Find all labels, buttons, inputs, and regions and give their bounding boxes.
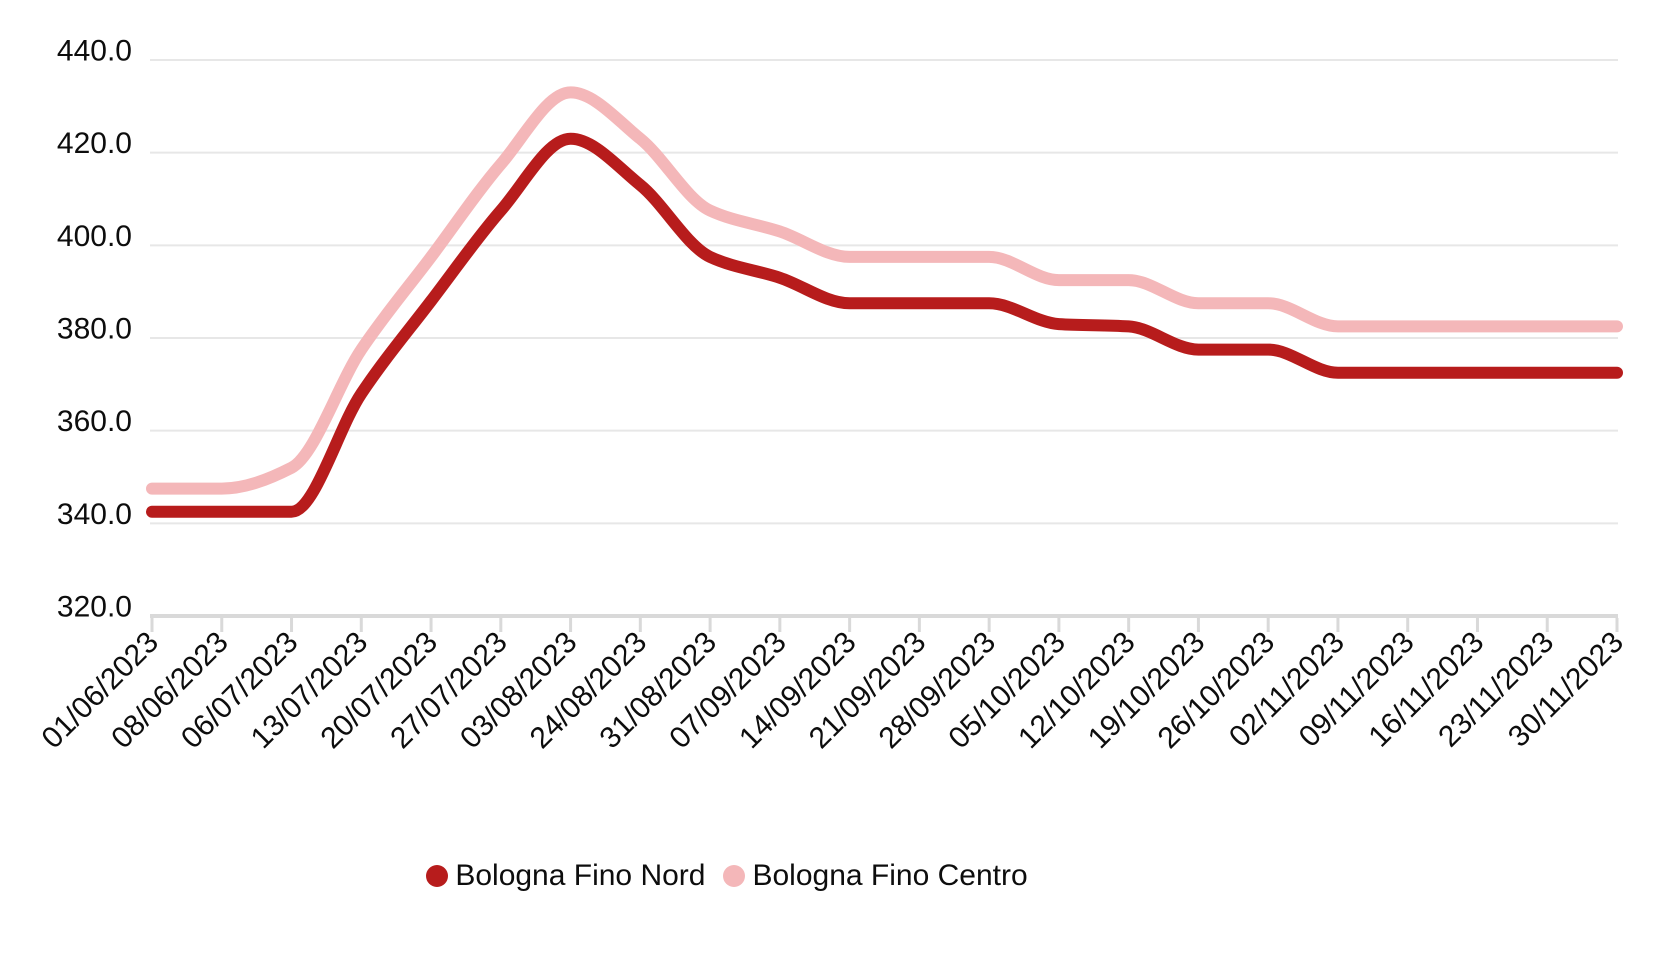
legend-label-nord: Bologna Fino Nord <box>455 859 706 892</box>
y-axis-tick-label: 380.0 <box>57 313 132 346</box>
series-line-nord <box>146 132 1623 518</box>
y-axis-tick-label: 340.0 <box>57 498 132 531</box>
y-axis-tick-label: 440.0 <box>57 35 132 68</box>
y-axis-tick-label: 320.0 <box>57 591 132 624</box>
y-axis-tick-label: 360.0 <box>57 405 132 438</box>
legend-item-bologna-fino-nord[interactable]: Bologna Fino Nord <box>426 858 705 894</box>
price-line-chart: 440.0420.0400.0380.0360.0340.0320.001/06… <box>35 35 1630 756</box>
y-axis-tick-label: 400.0 <box>57 220 132 253</box>
legend-marker-nord-icon <box>426 865 449 887</box>
series-line-centro <box>146 86 1623 495</box>
y-axis-tick-label: 420.0 <box>57 127 132 160</box>
chart-legend: Bologna Fino Nord Bologna Fino Centro <box>0 858 1454 894</box>
legend-marker-centro-icon <box>723 865 746 887</box>
legend-label-centro: Bologna Fino Centro <box>752 859 1028 892</box>
legend-item-bologna-fino-centro[interactable]: Bologna Fino Centro <box>723 858 1028 894</box>
